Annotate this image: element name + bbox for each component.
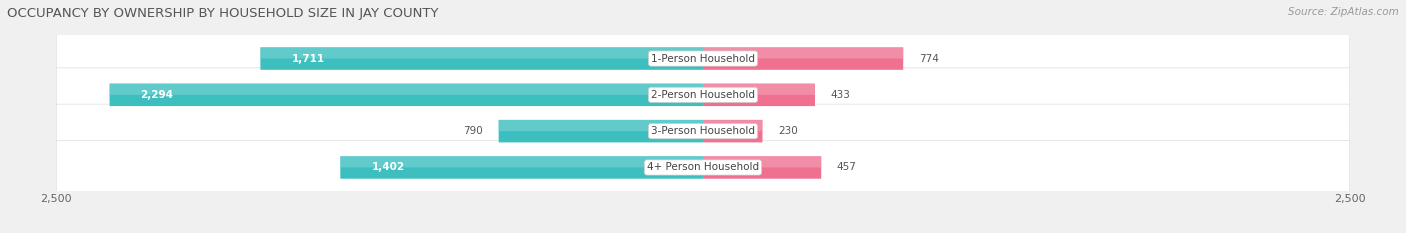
- FancyBboxPatch shape: [340, 156, 703, 168]
- FancyBboxPatch shape: [110, 84, 703, 106]
- Text: 2,294: 2,294: [141, 90, 173, 100]
- FancyBboxPatch shape: [340, 156, 703, 179]
- FancyBboxPatch shape: [499, 120, 703, 142]
- Text: 790: 790: [464, 126, 484, 136]
- Text: 2-Person Household: 2-Person Household: [651, 90, 755, 100]
- Text: 230: 230: [778, 126, 797, 136]
- Text: 1,402: 1,402: [371, 162, 405, 172]
- FancyBboxPatch shape: [56, 31, 1350, 86]
- FancyBboxPatch shape: [56, 104, 1350, 158]
- FancyBboxPatch shape: [703, 47, 903, 70]
- FancyBboxPatch shape: [703, 156, 821, 168]
- Text: 457: 457: [837, 162, 856, 172]
- Text: 4+ Person Household: 4+ Person Household: [647, 162, 759, 172]
- FancyBboxPatch shape: [703, 47, 903, 58]
- FancyBboxPatch shape: [703, 120, 762, 131]
- FancyBboxPatch shape: [703, 84, 815, 106]
- Text: 3-Person Household: 3-Person Household: [651, 126, 755, 136]
- FancyBboxPatch shape: [260, 47, 703, 58]
- Text: Source: ZipAtlas.com: Source: ZipAtlas.com: [1288, 7, 1399, 17]
- FancyBboxPatch shape: [56, 140, 1350, 195]
- FancyBboxPatch shape: [703, 120, 762, 142]
- Text: 1-Person Household: 1-Person Household: [651, 54, 755, 64]
- FancyBboxPatch shape: [56, 68, 1350, 122]
- FancyBboxPatch shape: [703, 84, 815, 95]
- Text: 1,711: 1,711: [291, 54, 325, 64]
- Text: OCCUPANCY BY OWNERSHIP BY HOUSEHOLD SIZE IN JAY COUNTY: OCCUPANCY BY OWNERSHIP BY HOUSEHOLD SIZE…: [7, 7, 439, 20]
- FancyBboxPatch shape: [703, 156, 821, 179]
- FancyBboxPatch shape: [110, 84, 703, 95]
- Text: 774: 774: [918, 54, 939, 64]
- FancyBboxPatch shape: [499, 120, 703, 131]
- Text: 433: 433: [831, 90, 851, 100]
- FancyBboxPatch shape: [260, 47, 703, 70]
